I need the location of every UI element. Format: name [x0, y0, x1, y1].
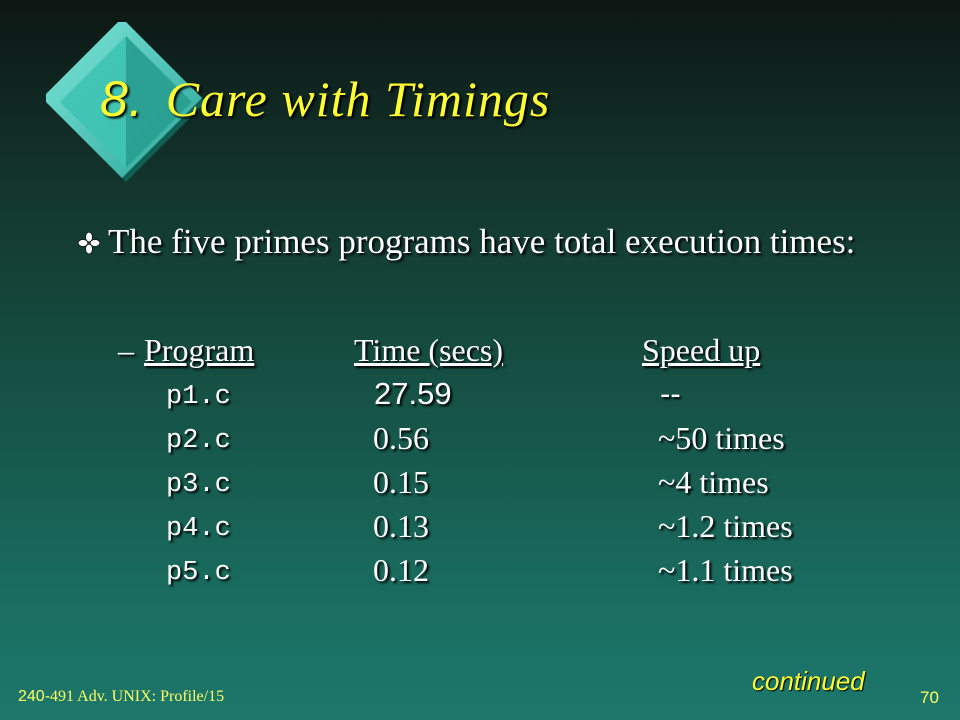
- continued-label: continued: [752, 666, 865, 696]
- program-cell: p2.c: [166, 426, 231, 456]
- speedup-cell: ~1.2 times: [658, 508, 793, 544]
- header-program: Program: [144, 332, 255, 368]
- four-petal-bullet-icon: [78, 232, 100, 254]
- slide-title: 8. Care with Timings: [100, 70, 550, 128]
- program-cell: p5.c: [166, 558, 231, 588]
- title-number: 8.: [100, 71, 144, 127]
- program-cell: p4.c: [166, 514, 231, 544]
- program-cell: p1.c: [166, 382, 231, 412]
- time-cell: 0.15: [373, 464, 429, 500]
- diamond-logo-icon: [46, 22, 206, 182]
- footer-course-text: 491 Adv. UNIX: Profile/15: [50, 688, 225, 705]
- page-number: 70: [920, 688, 939, 707]
- header-time: Time (secs): [354, 332, 504, 368]
- sub-bullet-dash: –: [118, 332, 134, 368]
- program-cell: p3.c: [166, 470, 231, 500]
- footer-course-number: 240-: [18, 688, 51, 705]
- bullet-point: The five primes programs have total exec…: [78, 220, 898, 264]
- time-cell: 27.59: [374, 376, 452, 411]
- header-speedup: Speed up: [642, 332, 761, 368]
- speedup-cell: ~4 times: [658, 464, 769, 500]
- footer-course: 240-491 Adv. UNIX: Profile/15: [18, 688, 224, 706]
- speedup-cell: --: [660, 376, 681, 411]
- time-cell: 0.12: [373, 552, 429, 588]
- speedup-cell: ~1.1 times: [658, 552, 793, 588]
- time-cell: 0.13: [373, 508, 429, 544]
- bullet-text: The five primes programs have total exec…: [108, 222, 856, 261]
- speedup-cell: ~50 times: [658, 420, 785, 456]
- time-cell: 0.56: [373, 420, 429, 456]
- title-text: Care with Timings: [165, 71, 551, 127]
